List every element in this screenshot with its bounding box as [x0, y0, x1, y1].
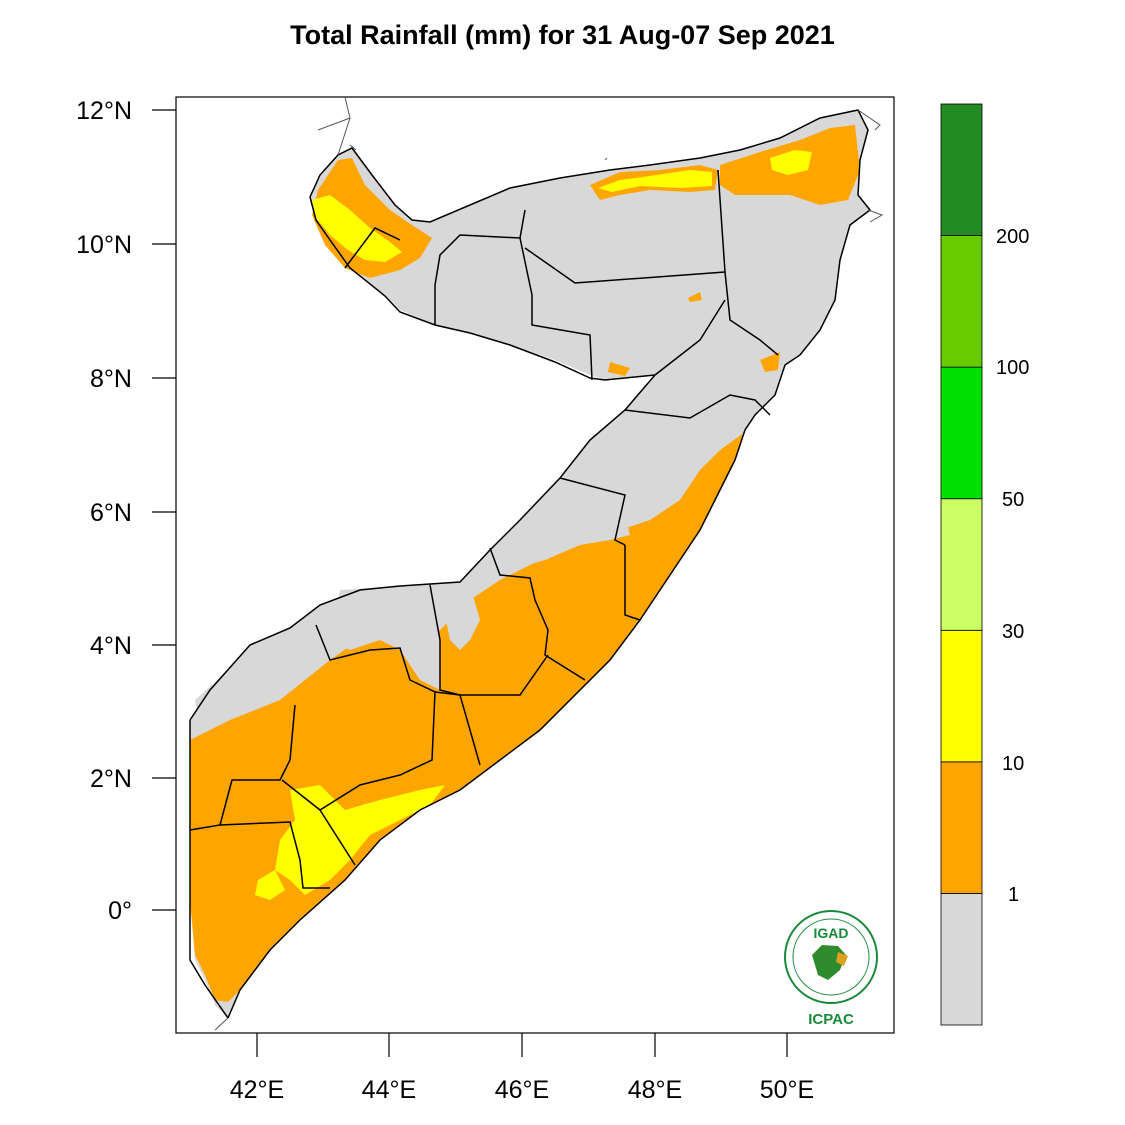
lon-label-46e: 46°E: [495, 1076, 549, 1104]
lat-label-4n: 4°N: [90, 632, 132, 660]
icpac-name: ICPAC: [808, 1011, 854, 1028]
admin-boundaries: [189, 169, 779, 889]
colorbar-label-50: 50: [1002, 489, 1024, 511]
colorbar-label-1: 1: [1008, 884, 1019, 906]
colorbar: [940, 103, 983, 1026]
lon-label-44e: 44°E: [362, 1076, 416, 1104]
lat-label-2n: 2°N: [90, 765, 132, 793]
lat-tick-labels: 12°N 10°N 8°N 6°N 4°N 2°N 0°: [76, 97, 132, 925]
colorbar-box-4: [940, 366, 983, 500]
lat-label-12n: 12°N: [76, 97, 132, 125]
colorbar-box-2: [940, 629, 983, 763]
lon-label-50e: 50°E: [760, 1076, 814, 1104]
rain-yellow-areas: [255, 150, 812, 900]
colorbar-box-0: [940, 893, 983, 1026]
colorbar-box-3: [940, 498, 983, 631]
dry-pockets: [195, 480, 630, 730]
lat-axis: [152, 109, 176, 911]
colorbar-box-5: [940, 235, 983, 368]
lon-label-42e: 42°E: [230, 1076, 284, 1104]
lat-label-0: 0°: [108, 897, 132, 925]
lat-label-8n: 8°N: [90, 365, 132, 393]
lat-label-6n: 6°N: [90, 499, 132, 527]
igad-name: IGAD: [814, 925, 849, 941]
colorbar-label-200: 200: [996, 226, 1029, 248]
country-outline: [189, 109, 872, 1019]
lon-tick-labels: 42°E 44°E 46°E 48°E 50°E: [230, 1076, 814, 1104]
lat-label-10n: 10°N: [76, 231, 132, 259]
colorbar-box-6: [940, 103, 983, 236]
lon-axis: [256, 1033, 788, 1057]
colorbar-box-1: [940, 761, 983, 894]
map-title: Total Rainfall (mm) for 31 Aug-07 Sep 20…: [290, 20, 835, 50]
colorbar-label-100: 100: [996, 357, 1029, 379]
lon-label-48e: 48°E: [628, 1076, 682, 1104]
colorbar-label-30: 30: [1002, 621, 1024, 643]
colorbar-labels: 1 10 30 50 100 200: [996, 226, 1029, 906]
colorbar-label-10: 10: [1002, 753, 1024, 775]
igad-logo: IGAD ICPAC: [784, 910, 878, 1028]
neighbor-borders: [214, 96, 884, 1031]
